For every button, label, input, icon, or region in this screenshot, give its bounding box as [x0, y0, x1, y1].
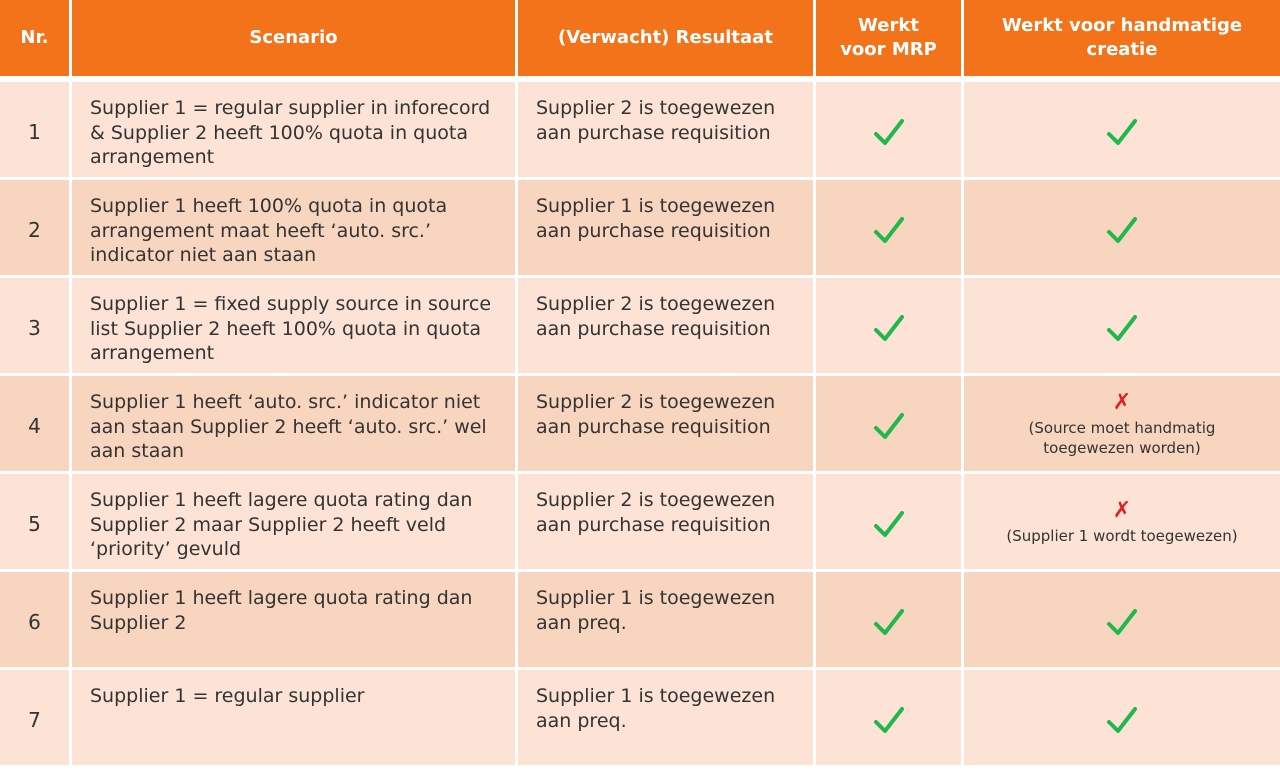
cell-mrp	[816, 82, 964, 180]
cell-handmatig	[964, 572, 1280, 670]
cell-nr: 4	[0, 376, 72, 474]
header-mrp: Werkt voor MRP	[816, 0, 964, 82]
cross-icon: ✗	[1112, 389, 1132, 415]
cell-nr: 5	[0, 474, 72, 572]
cell-scenario: Supplier 1 heeft lagere quota rating dan…	[72, 572, 518, 670]
header-handmatig: Werkt voor handmatige creatie	[964, 0, 1280, 82]
cell-scenario: Supplier 1 heeft ‘auto. src.’ indicator …	[72, 376, 518, 474]
cell-handmatig: ✗ (Source moet handmatig toegewezen worde…	[964, 376, 1280, 474]
check-icon	[1106, 118, 1138, 148]
check-icon	[1106, 608, 1138, 638]
cell-scenario: Supplier 1 heeft lagere quota rating dan…	[72, 474, 518, 572]
cell-nr: 3	[0, 278, 72, 376]
cell-mrp	[816, 180, 964, 278]
handmatig-note: (Supplier 1 wordt toegewezen)	[1006, 526, 1238, 545]
cell-handmatig	[964, 82, 1280, 180]
check-icon	[873, 706, 905, 736]
check-icon	[1106, 314, 1138, 344]
cell-nr: 7	[0, 670, 72, 768]
cell-scenario: Supplier 1 = regular supplier in inforec…	[72, 82, 518, 180]
header-resultaat: (Verwacht) Resultaat	[518, 0, 816, 82]
header-scenario: Scenario	[72, 0, 518, 82]
cell-mrp	[816, 376, 964, 474]
check-icon	[873, 314, 905, 344]
check-icon	[873, 118, 905, 148]
cell-resultaat: Supplier 2 is toegewezen aan purchase re…	[518, 474, 816, 572]
cell-resultaat: Supplier 2 is toegewezen aan purchase re…	[518, 376, 816, 474]
cell-resultaat: Supplier 2 is toegewezen aan purchase re…	[518, 82, 816, 180]
check-icon	[873, 412, 905, 442]
cell-handmatig	[964, 670, 1280, 768]
cell-scenario: Supplier 1 = regular supplier	[72, 670, 518, 768]
check-icon	[873, 510, 905, 540]
cell-mrp	[816, 670, 964, 768]
cell-mrp	[816, 572, 964, 670]
header-mrp-label: Werkt voor MRP	[840, 15, 937, 60]
handmatig-note: (Source moet handmatig toegewezen worden…	[1028, 418, 1216, 457]
cell-resultaat: Supplier 1 is toegewezen aan preq.	[518, 572, 816, 670]
cell-scenario: Supplier 1 = fixed supply source in sour…	[72, 278, 518, 376]
check-icon	[873, 608, 905, 638]
cell-handmatig: ✗ (Supplier 1 wordt toegewezen)	[964, 474, 1280, 572]
cell-handmatig	[964, 278, 1280, 376]
cell-resultaat: Supplier 1 is toegewezen aan preq.	[518, 670, 816, 768]
cell-resultaat: Supplier 1 is toegewezen aan purchase re…	[518, 180, 816, 278]
cell-mrp	[816, 474, 964, 572]
header-nr: Nr.	[0, 0, 72, 82]
cross-icon: ✗	[1112, 497, 1132, 523]
cell-handmatig	[964, 180, 1280, 278]
check-icon	[1106, 706, 1138, 736]
cell-nr: 6	[0, 572, 72, 670]
check-icon	[1106, 216, 1138, 246]
cell-nr: 2	[0, 180, 72, 278]
check-icon	[873, 216, 905, 246]
cell-resultaat: Supplier 2 is toegewezen aan purchase re…	[518, 278, 816, 376]
cell-scenario: Supplier 1 heeft 100% quota in quota arr…	[72, 180, 518, 278]
cell-mrp	[816, 278, 964, 376]
cell-nr: 1	[0, 82, 72, 180]
header-handmatig-label: Werkt voor handmatige creatie	[1001, 15, 1243, 60]
